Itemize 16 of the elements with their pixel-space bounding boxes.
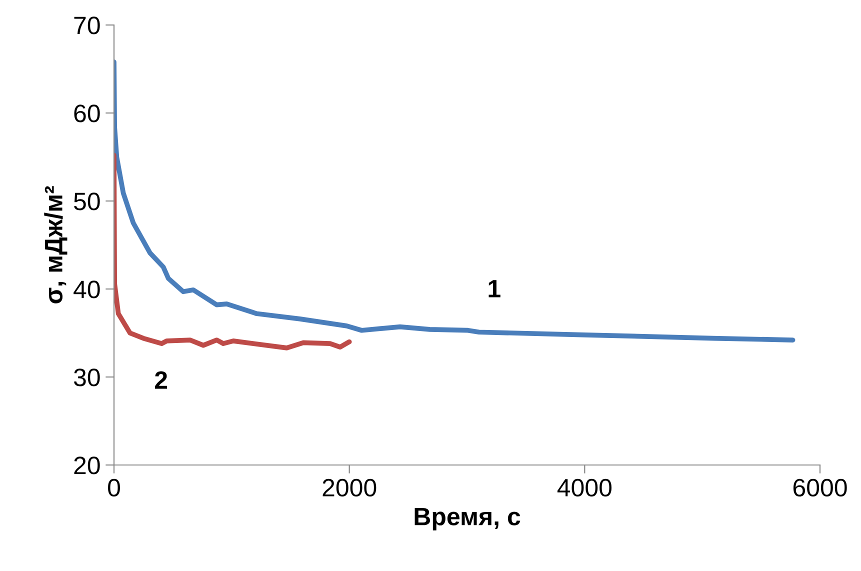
y-tick-label: 40 [74, 280, 100, 298]
y-tick-label: 20 [74, 456, 100, 474]
x-tick-label: 0 [108, 478, 120, 497]
series-label: 2 [154, 371, 168, 389]
line-series [114, 152, 352, 350]
x-axis-title: Время, с [414, 508, 520, 530]
y-tick-label: 30 [74, 368, 100, 386]
x-tick-label: 2000 [322, 478, 376, 497]
line-series [114, 60, 796, 342]
y-tick-label: 60 [74, 104, 100, 122]
y-axis-title: σ, мДж/м² [44, 186, 68, 304]
series-label: 1 [488, 280, 500, 298]
x-tick-label: 4000 [557, 478, 612, 497]
y-tick-label: 70 [74, 16, 100, 34]
x-tick-label: 6000 [793, 478, 847, 497]
y-tick-label: 50 [74, 192, 100, 210]
